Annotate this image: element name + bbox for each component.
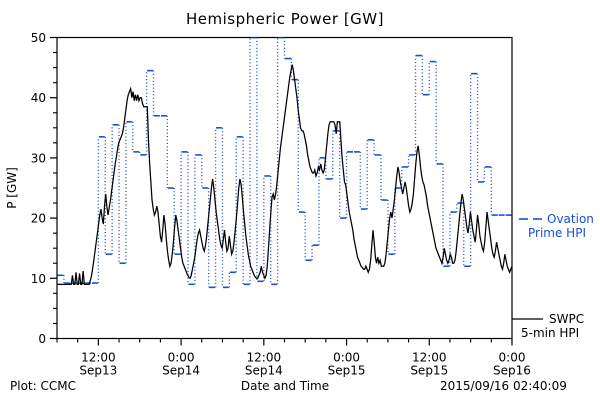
y-tick-label: 10 [31, 272, 46, 286]
x-tick-label-time: 12:00 [247, 351, 282, 365]
x-tick-label-date: Sep14 [162, 364, 200, 378]
plot-area [56, 36, 513, 340]
legend-item-swpc[interactable]: SWPC 5-min HPI [512, 312, 584, 340]
legend-label-swpc-line2: 5-min HPI [521, 326, 579, 340]
x-axis-title: Date and Time [241, 379, 329, 393]
x-tick-label-time: 0:00 [333, 351, 360, 365]
x-tick-label-time: 12:00 [81, 351, 116, 365]
page-title: Hemispheric Power [GW] [186, 10, 384, 28]
y-tick-label: 0 [38, 332, 46, 346]
x-tick-label-date: Sep16 [493, 364, 531, 378]
y-tick-label: 30 [31, 151, 46, 165]
x-tick-label-time: 0:00 [168, 351, 195, 365]
x-tick-label-date: Sep13 [79, 364, 117, 378]
y-tick-label: 50 [31, 31, 46, 45]
x-tick-label-time: 12:00 [412, 351, 447, 365]
series-swpc-5min [57, 64, 512, 285]
x-tick-label-time: 0:00 [499, 351, 526, 365]
y-axis: 0 10 20 30 40 50 [31, 31, 57, 346]
x-tick-label-date: Sep15 [328, 364, 366, 378]
legend-label-ovation-prime-line2: Prime HPI [528, 226, 586, 240]
plot-credit: Plot: CCMC [10, 379, 76, 393]
chart-legend: Ovation Prime HPI SWPC 5-min HPI [512, 212, 594, 340]
x-axis: 12:00Sep130:00Sep1412:00Sep140:00Sep1512… [56, 338, 531, 378]
render-timestamp: 2015/09/16 02:40:09 [440, 379, 567, 393]
x-tick-label-date: Sep15 [410, 364, 448, 378]
y-tick-label: 20 [31, 212, 46, 226]
y-tick-label: 40 [31, 91, 46, 105]
legend-item-ovation-prime[interactable]: Ovation Prime HPI [519, 212, 594, 240]
legend-label-swpc-line1: SWPC [549, 312, 584, 326]
x-tick-label-date: Sep14 [245, 364, 283, 378]
legend-label-ovation-prime-line1: Ovation [547, 212, 594, 226]
y-axis-title: P [GW] [5, 167, 19, 209]
